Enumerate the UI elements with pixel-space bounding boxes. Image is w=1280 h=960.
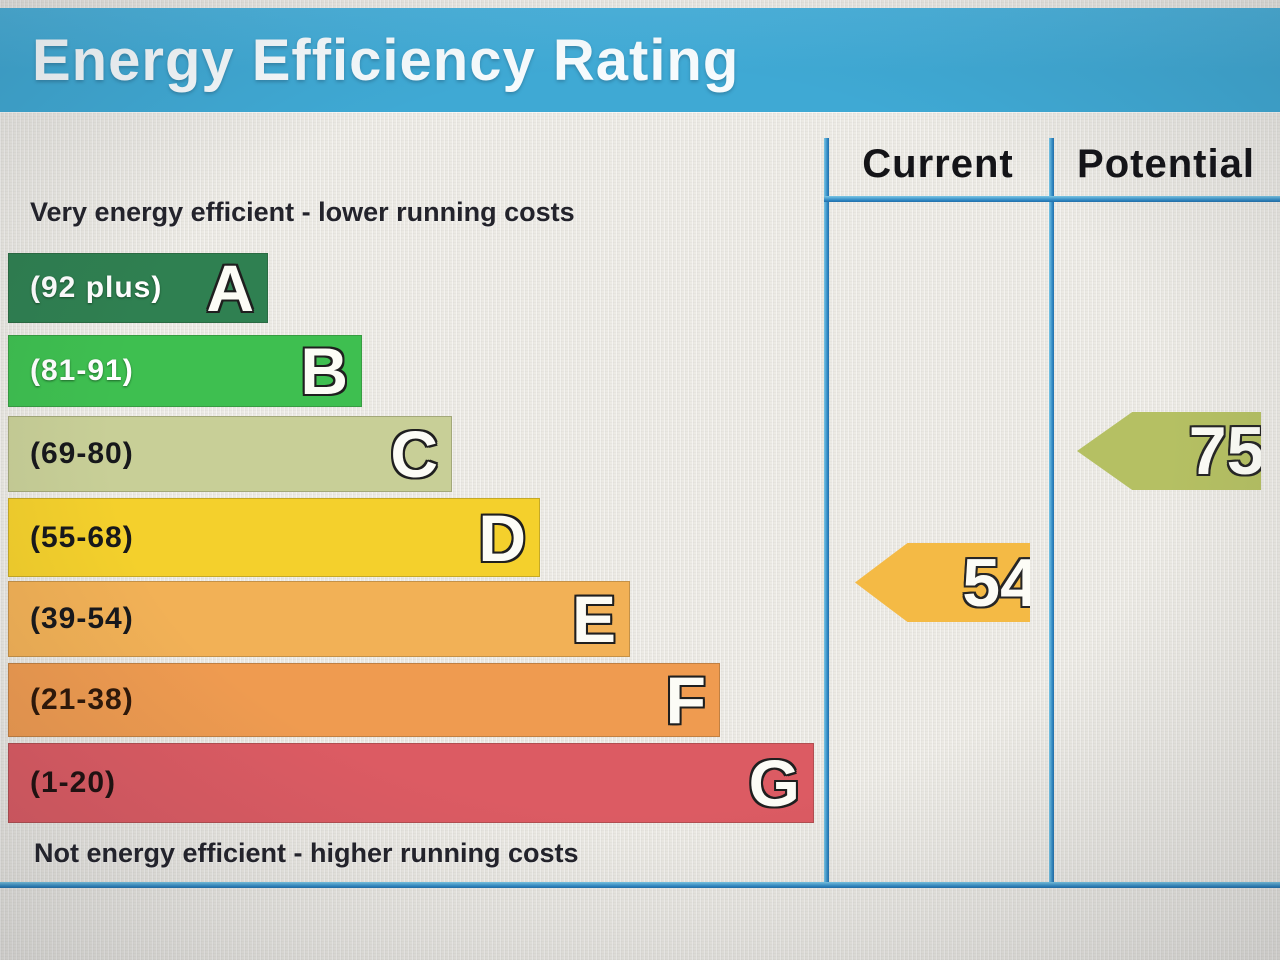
chart-title: Energy Efficiency Rating — [32, 27, 740, 93]
title-bar: Energy Efficiency Rating — [0, 8, 1280, 112]
band-range-label: (92 plus) — [30, 271, 163, 304]
rating-band-c: (69-80) C — [8, 416, 452, 492]
rating-band-a: (92 plus) A — [8, 253, 268, 323]
rating-band-g: (1-20) G — [8, 743, 814, 823]
band-range-label: (81-91) — [30, 354, 134, 387]
top-note: Very energy efficient - lower running co… — [30, 197, 575, 227]
band-range-label: (55-68) — [30, 520, 134, 554]
rating-band-d: (55-68) D — [8, 498, 540, 577]
band-letter: F — [665, 663, 706, 737]
band-range-label: (21-38) — [30, 683, 134, 716]
band-letter: B — [300, 334, 348, 408]
bottom-note: Not energy efficient - higher running co… — [34, 838, 579, 868]
band-range-label: (39-54) — [30, 602, 134, 635]
band-letter: G — [748, 746, 800, 820]
band-range-label: (1-20) — [30, 766, 117, 799]
potential-rating-arrow: 75 — [1077, 412, 1261, 490]
rating-band-b: (81-91) B — [8, 335, 362, 407]
current-rating-arrow: 54 — [855, 543, 1030, 622]
band-letter: E — [571, 582, 616, 656]
band-letter: A — [206, 251, 254, 325]
band-range-label: (69-80) — [30, 437, 134, 470]
rating-band-f: (21-38) F — [8, 663, 720, 737]
band-letter: D — [478, 500, 526, 575]
band-letter: C — [390, 417, 438, 491]
current-rating-value: 54 — [962, 544, 1038, 621]
current-column-left-border — [824, 138, 829, 888]
column-header-underline — [824, 196, 1280, 202]
rating-band-e: (39-54) E — [8, 581, 630, 657]
chart-bottom-border — [0, 882, 1280, 888]
current-column-header: Current — [862, 142, 1014, 186]
potential-rating-value: 75 — [1188, 413, 1265, 489]
current-potential-divider — [1049, 138, 1054, 888]
potential-column-header: Potential — [1077, 142, 1255, 186]
